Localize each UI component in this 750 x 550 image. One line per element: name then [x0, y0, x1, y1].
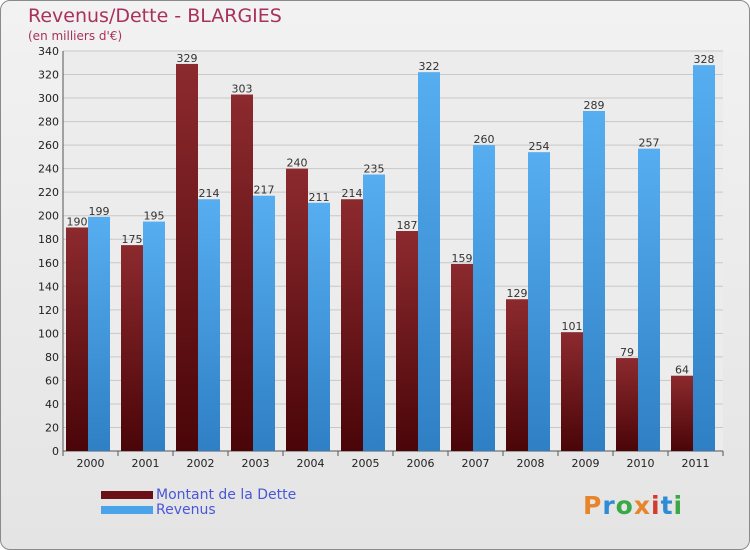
value-label-debt: 175 [122, 233, 143, 246]
value-label-debt: 101 [562, 320, 583, 333]
value-label-debt: 159 [452, 252, 473, 265]
y-tick-label: 80 [45, 351, 59, 364]
bar-debt [671, 375, 693, 451]
value-label-revenue: 322 [419, 60, 440, 73]
legend-swatch-revenue [101, 505, 153, 514]
bar-debt [286, 168, 308, 451]
x-tick-label: 2002 [187, 457, 215, 470]
bar-debt [506, 299, 528, 451]
value-label-debt: 64 [675, 364, 689, 377]
y-tick-label: 300 [38, 92, 59, 105]
bar-debt [561, 332, 583, 451]
bar-revenue [143, 221, 165, 451]
bar-debt [616, 358, 638, 451]
legend-item-debt: Montant de la Dette [101, 486, 297, 503]
logo-letter: i [651, 491, 661, 520]
bar-revenue [638, 148, 660, 451]
bar-debt [66, 227, 88, 451]
logo-letter: t [660, 491, 674, 520]
chart-title: Revenus/Dette - BLARGIES [28, 5, 282, 27]
y-tick-label: 140 [38, 280, 59, 293]
y-tick-label: 20 [45, 421, 59, 434]
logo-letter: x [633, 491, 651, 520]
x-tick-label: 2001 [132, 457, 160, 470]
legend-label-debt: Montant de la Dette [156, 486, 297, 503]
value-label-revenue: 214 [199, 187, 220, 200]
y-tick-label: 100 [38, 327, 59, 340]
y-tick-label: 60 [45, 374, 59, 387]
value-label-revenue: 195 [144, 210, 165, 223]
y-tick-label: 200 [38, 210, 59, 223]
value-label-debt: 79 [620, 346, 634, 359]
bar-debt [396, 231, 418, 451]
value-label-debt: 129 [507, 287, 528, 300]
y-tick-label: 260 [38, 139, 59, 152]
legend-swatch-debt [101, 490, 153, 499]
bar-revenue [583, 111, 605, 451]
value-label-debt: 240 [287, 157, 308, 170]
plot-area [63, 51, 723, 451]
value-label-revenue: 199 [89, 205, 110, 218]
value-label-revenue: 289 [584, 99, 605, 112]
x-tick-label: 2011 [682, 457, 710, 470]
bar-revenue [363, 174, 385, 451]
bar-debt [121, 245, 143, 451]
y-tick-label: 40 [45, 398, 59, 411]
x-tick-label: 2006 [407, 457, 435, 470]
y-tick-label: 320 [38, 69, 59, 82]
value-label-debt: 187 [397, 219, 418, 232]
value-label-debt: 190 [67, 215, 88, 228]
bar-revenue [528, 152, 550, 452]
value-label-debt: 303 [232, 83, 253, 96]
y-tick-label: 180 [38, 233, 59, 246]
value-label-debt: 329 [177, 52, 198, 65]
legend-item-revenue: Revenus [101, 501, 296, 518]
value-label-revenue: 254 [529, 140, 550, 153]
bar-debt [341, 199, 363, 451]
value-label-revenue: 235 [364, 163, 385, 176]
bar-revenue [308, 202, 330, 451]
logo-letter: i [673, 491, 684, 520]
proxiti-logo: Proxiti [583, 491, 683, 520]
value-label-revenue: 257 [639, 137, 660, 150]
logo-letter: r [602, 491, 616, 520]
value-label-debt: 214 [342, 187, 363, 200]
logo-letter: P [583, 491, 603, 520]
value-label-revenue: 260 [474, 133, 495, 146]
x-tick-label: 2003 [242, 457, 270, 470]
y-tick-label: 0 [52, 445, 59, 458]
value-label-revenue: 328 [694, 53, 715, 66]
legend: Montant de la Dette Revenus [101, 486, 297, 518]
y-tick-label: 340 [38, 45, 59, 58]
value-label-revenue: 211 [309, 191, 330, 204]
bar-revenue [88, 216, 110, 451]
bar-revenue [473, 145, 495, 451]
y-tick-label: 220 [38, 186, 59, 199]
bar-revenue [693, 65, 715, 451]
bar-debt [231, 94, 253, 451]
x-tick-label: 2010 [627, 457, 655, 470]
legend-label-revenue: Revenus [156, 501, 216, 518]
x-tick-label: 2005 [352, 457, 380, 470]
bar-debt [176, 63, 198, 452]
logo-letter: o [615, 491, 634, 520]
value-label-revenue: 217 [254, 184, 275, 197]
x-tick-label: 2007 [462, 457, 490, 470]
x-tick-label: 2000 [77, 457, 105, 470]
y-tick-label: 240 [38, 163, 59, 176]
bar-revenue [253, 195, 275, 451]
bar-revenue [418, 72, 440, 452]
bar-revenue [198, 199, 220, 451]
bar-debt [451, 263, 473, 451]
x-tick-label: 2009 [572, 457, 600, 470]
x-tick-label: 2004 [297, 457, 325, 470]
chart-subtitle: (en milliers d'€) [28, 29, 123, 43]
x-tick-label: 2008 [517, 457, 545, 470]
y-tick-label: 280 [38, 116, 59, 129]
y-tick-label: 120 [38, 304, 59, 317]
y-tick-label: 160 [38, 257, 59, 270]
